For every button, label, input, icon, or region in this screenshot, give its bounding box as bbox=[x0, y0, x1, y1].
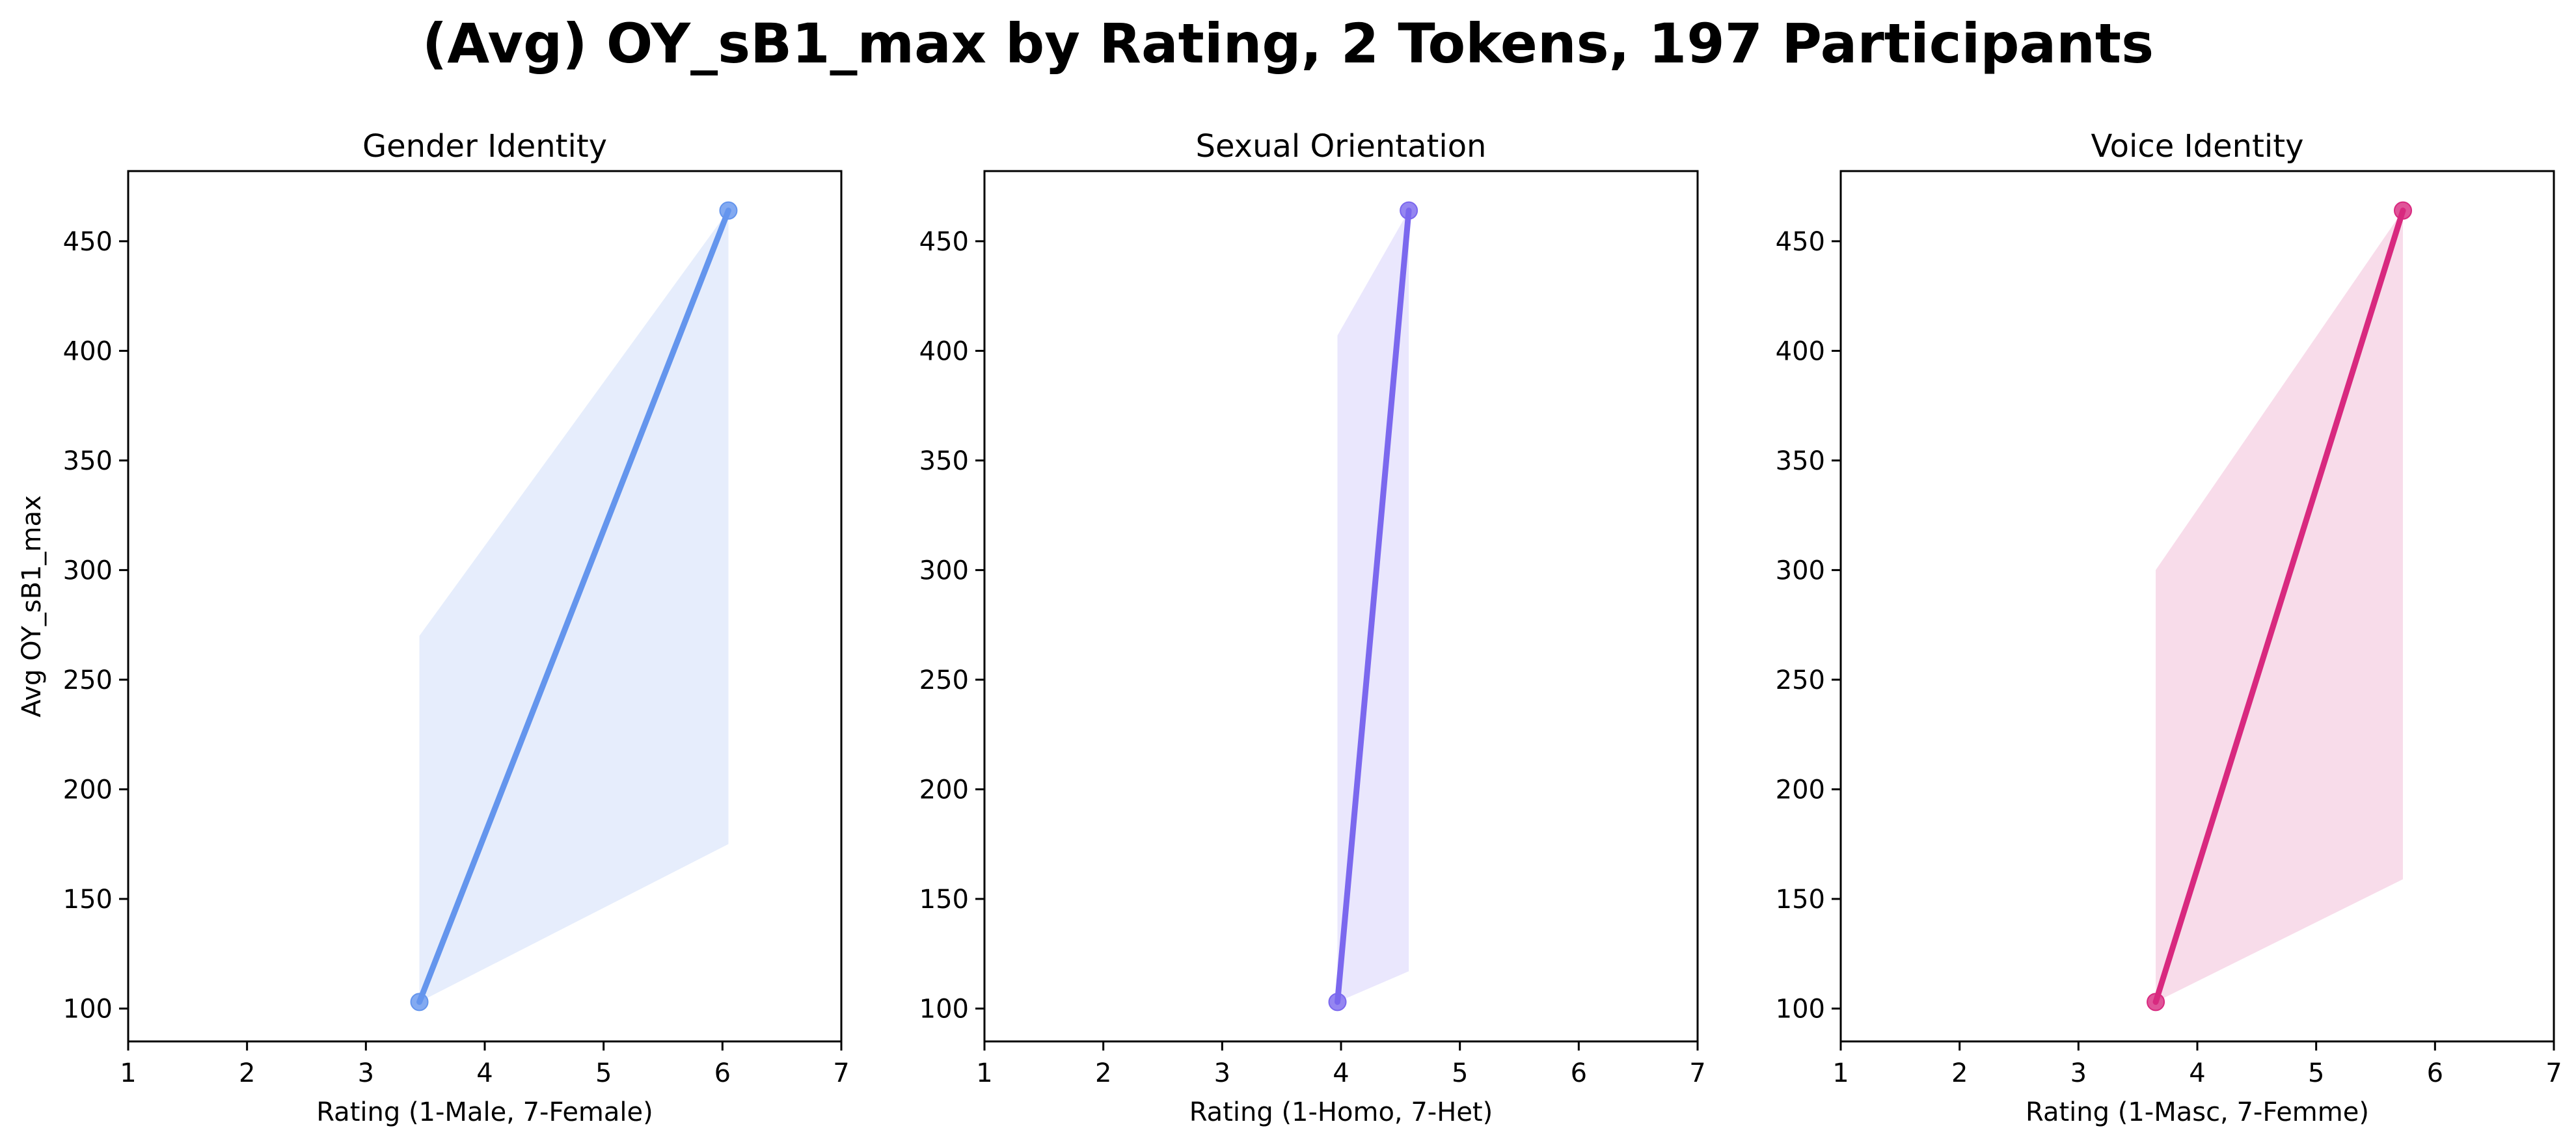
y-tick-label: 250 bbox=[1776, 665, 1825, 695]
x-tick-label: 3 bbox=[358, 1058, 374, 1088]
data-point bbox=[1400, 201, 1418, 220]
y-tick-label: 150 bbox=[63, 885, 113, 915]
y-tick-label: 200 bbox=[63, 775, 113, 805]
y-tick-label: 150 bbox=[1776, 885, 1825, 915]
x-tick-label: 2 bbox=[239, 1058, 255, 1088]
y-tick-label: 450 bbox=[1776, 227, 1825, 257]
x-tick-label: 6 bbox=[1571, 1058, 1587, 1088]
x-tick-label: 1 bbox=[120, 1058, 136, 1088]
y-tick-label: 350 bbox=[63, 446, 113, 476]
x-tick-label: 1 bbox=[976, 1058, 992, 1088]
series-line bbox=[416, 208, 731, 1005]
y-tick-label: 150 bbox=[919, 885, 969, 915]
data-point bbox=[1328, 993, 1347, 1012]
y-axis-label: Avg OY_sB1_max bbox=[17, 495, 47, 717]
x-tick-label: 7 bbox=[2545, 1058, 2562, 1088]
y-tick-label: 100 bbox=[1776, 994, 1825, 1024]
data-point bbox=[410, 993, 429, 1012]
x-tick-label: 7 bbox=[1689, 1058, 1705, 1088]
y-tick-label: 100 bbox=[63, 994, 113, 1024]
y-tick-label: 450 bbox=[919, 227, 969, 257]
y-tick-label: 200 bbox=[919, 775, 969, 805]
chart-panel-3: 1 2 3 4 5 6 7 100 150 200 250 300 350 400 450 Voice Ide… bbox=[1776, 128, 2562, 1127]
subplot-title: Gender Identity bbox=[362, 128, 607, 165]
x-tick-label: 1 bbox=[1832, 1058, 1849, 1088]
x-axis-label: Rating (1-Homo, 7-Het) bbox=[1189, 1097, 1493, 1127]
y-tick-label: 100 bbox=[919, 994, 969, 1024]
y-tick-label: 300 bbox=[63, 556, 113, 585]
x-tick-label: 4 bbox=[476, 1058, 493, 1088]
x-tick-label: 6 bbox=[2427, 1058, 2443, 1088]
x-axis-label: Rating (1-Male, 7-Female) bbox=[316, 1097, 653, 1127]
y-tick-label: 400 bbox=[1776, 336, 1825, 366]
x-tick-label: 5 bbox=[2308, 1058, 2324, 1088]
x-tick-label: 5 bbox=[1452, 1058, 1468, 1088]
series-line bbox=[1335, 208, 1412, 1005]
data-point bbox=[719, 201, 738, 220]
x-tick-label: 6 bbox=[714, 1058, 731, 1088]
x-tick-label: 2 bbox=[1095, 1058, 1111, 1088]
y-tick-label: 350 bbox=[919, 446, 969, 476]
figure-title: (Avg) OY_sB1_max by Rating, 2 Tokens, 19… bbox=[422, 12, 2154, 75]
chart-panel-1: 1 2 3 4 5 6 7 100 150 200 250 300 350 400 450 Gender Id… bbox=[17, 128, 850, 1127]
chart-panel-2: 1 2 3 4 5 6 7 100 150 200 250 300 350 400 450 Sexual Or… bbox=[919, 128, 1706, 1127]
x-tick-label: 7 bbox=[833, 1058, 849, 1088]
y-tick-label: 300 bbox=[1776, 556, 1825, 585]
subplot-title: Voice Identity bbox=[2091, 128, 2304, 165]
y-tick-label: 250 bbox=[63, 665, 113, 695]
x-tick-label: 4 bbox=[2189, 1058, 2205, 1088]
y-tick-label: 450 bbox=[63, 227, 113, 257]
series-line bbox=[2152, 208, 2406, 1005]
x-tick-label: 5 bbox=[595, 1058, 612, 1088]
y-tick-label: 200 bbox=[1776, 775, 1825, 805]
y-tick-label: 300 bbox=[919, 556, 969, 585]
y-tick-label: 250 bbox=[919, 665, 969, 695]
x-tick-label: 4 bbox=[1333, 1058, 1349, 1088]
x-tick-label: 2 bbox=[1951, 1058, 1968, 1088]
x-tick-label: 3 bbox=[1214, 1058, 1230, 1088]
y-tick-label: 400 bbox=[919, 336, 969, 366]
x-axis-label: Rating (1-Masc, 7-Femme) bbox=[2026, 1097, 2369, 1127]
data-point bbox=[2147, 993, 2165, 1012]
data-point bbox=[2394, 201, 2413, 220]
subplot-title: Sexual Orientation bbox=[1196, 128, 1487, 165]
x-tick-label: 3 bbox=[2070, 1058, 2087, 1088]
y-tick-label: 350 bbox=[1776, 446, 1825, 476]
y-tick-label: 400 bbox=[63, 336, 113, 366]
